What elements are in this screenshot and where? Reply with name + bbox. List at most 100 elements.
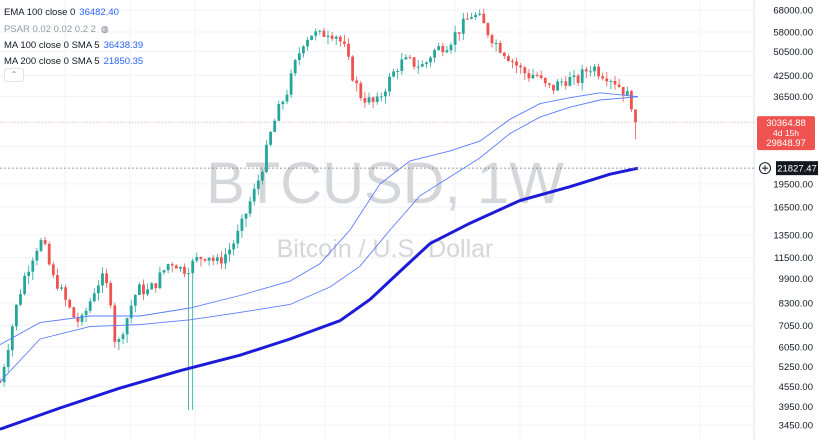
candle-body	[302, 46, 305, 54]
candle-body	[322, 30, 326, 37]
price-tick-label: 6050.00	[779, 342, 813, 353]
ma200-price-value: 21827.47	[777, 164, 817, 175]
ma200-price-badge	[776, 161, 818, 176]
price-tick-label: 3450.00	[779, 421, 813, 432]
candle-body	[314, 31, 318, 36]
legend-ma100[interactable]: MA 100 close 0 SMA 5 36438.39	[4, 38, 143, 54]
candle-body	[47, 243, 51, 265]
candle-body	[445, 50, 449, 53]
price-tick-label: 36500.00	[773, 92, 813, 103]
candle-body	[203, 259, 207, 261]
candle-body	[289, 73, 293, 95]
candle-body	[482, 13, 486, 24]
legend-psar[interactable]: PSAR 0.02 0.02 0.2 2 ◍	[4, 21, 143, 38]
candle-body	[269, 132, 272, 145]
legend-ema[interactable]: EMA 100 close 0 36482.40	[4, 5, 143, 21]
candle-body	[384, 91, 387, 97]
candle-body	[589, 71, 592, 73]
moving-average-lines	[0, 92, 639, 431]
candle-body	[23, 275, 26, 295]
candle-body	[56, 275, 59, 289]
price-tick-label: 50500.00	[773, 47, 813, 58]
candle-body	[158, 272, 162, 289]
candle-body	[285, 94, 289, 102]
candlestick-series	[0, 8, 637, 410]
price-tick-label: 4550.00	[779, 382, 813, 393]
candle-body	[351, 56, 354, 81]
candle-body	[142, 284, 145, 295]
price-axis[interactable]: 68000.00 58000.00 50500.00 42500.00 36500.00…	[753, 0, 813, 440]
candle-body	[35, 250, 39, 261]
candle-body	[293, 60, 297, 74]
candle-body	[511, 60, 514, 62]
candle-body	[584, 69, 588, 72]
candle-body	[187, 273, 190, 275]
candle-body	[593, 66, 596, 72]
candle-body	[261, 171, 264, 181]
ma-100-line	[0, 96, 639, 383]
price-tick-label: 19500.00	[773, 179, 813, 190]
candle-body	[400, 59, 404, 71]
price-tick-label: 5250.00	[779, 362, 813, 373]
candle-body	[80, 315, 84, 322]
candle-body	[174, 265, 178, 269]
candle-body	[39, 240, 43, 251]
candle-body	[306, 39, 309, 47]
candle-body	[478, 13, 482, 15]
candle-body	[121, 334, 125, 340]
candle-body	[433, 50, 436, 58]
candle-body	[634, 109, 637, 123]
candle-body	[404, 57, 408, 60]
candle-body	[429, 57, 432, 63]
candle-body	[125, 318, 129, 335]
bar-countdown: 4d 15h	[773, 128, 799, 138]
candle-body	[27, 271, 31, 276]
candle-body	[199, 257, 203, 260]
candle-body	[0, 382, 2, 384]
price-tick-label: 42500.00	[773, 71, 813, 82]
candle-body	[630, 91, 633, 110]
candle-body	[277, 104, 281, 121]
last-price-badge	[757, 116, 815, 151]
candle-body	[396, 70, 400, 72]
candle-body	[617, 84, 621, 88]
candle-body	[535, 74, 539, 76]
candle-body	[359, 83, 363, 99]
candle-body	[154, 283, 158, 289]
candle-body	[519, 65, 523, 68]
candle-body	[60, 287, 63, 289]
ma-200-line	[0, 166, 639, 431]
candle-body	[6, 350, 10, 367]
candle-body	[19, 294, 22, 305]
candle-body	[375, 96, 379, 102]
candle-body	[338, 36, 342, 42]
candle-body	[625, 91, 629, 96]
candle-body	[470, 17, 473, 19]
collapse-legend-button[interactable]: ⌃	[4, 68, 24, 82]
price-tick-label: 9900.00	[779, 274, 813, 285]
candle-body	[371, 97, 375, 102]
candle-body	[548, 83, 551, 85]
candle-body	[498, 42, 502, 53]
candle-body	[543, 77, 547, 84]
candle-body	[170, 264, 174, 266]
watermark-name: Bitcoin / U.S. Dollar	[277, 235, 494, 263]
candle-body	[355, 80, 359, 84]
candle-body	[166, 264, 170, 271]
ema-100-line	[0, 92, 639, 345]
candle-body	[494, 42, 498, 44]
eye-hidden-icon[interactable]: ◍	[100, 24, 109, 34]
candle-body	[367, 97, 371, 103]
legend-ma100-value: 36438.39	[103, 40, 144, 51]
candle-body	[240, 218, 244, 231]
candle-body	[244, 213, 248, 219]
candle-body	[273, 120, 277, 133]
legend-ma200[interactable]: MA 200 close 0 SMA 5 21850.35	[4, 54, 143, 70]
candle-body	[150, 283, 154, 290]
candle-body	[363, 98, 367, 103]
candle-body	[388, 76, 391, 92]
candle-body	[461, 18, 465, 34]
candle-body	[109, 283, 113, 306]
